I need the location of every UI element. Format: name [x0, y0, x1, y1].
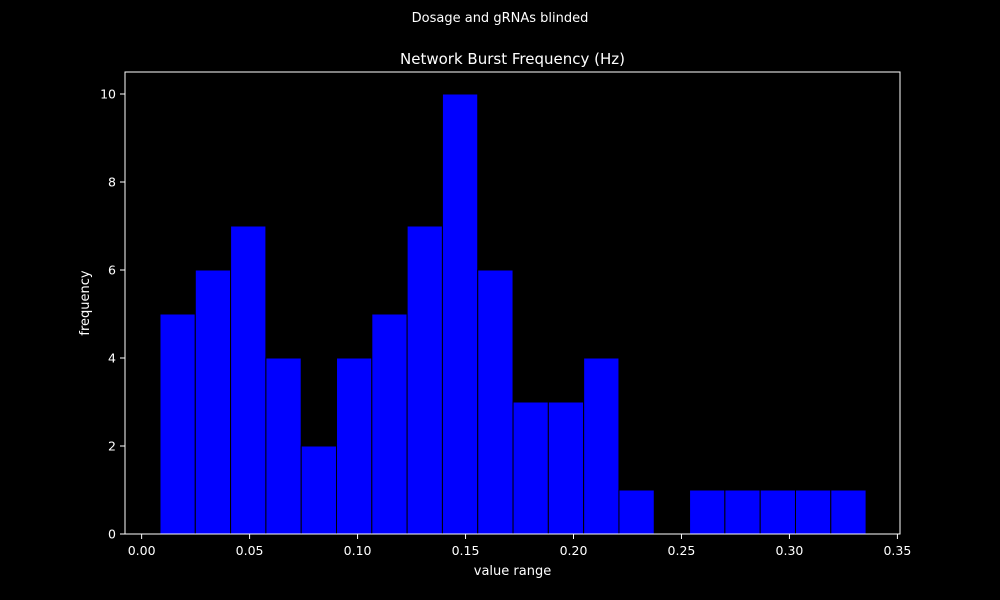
- x-tick-label: 0.15: [452, 543, 480, 558]
- histogram-bar: [230, 225, 267, 535]
- histogram-bar: [441, 93, 479, 535]
- histogram-bar: [265, 357, 302, 535]
- histogram-bar: [371, 313, 408, 535]
- y-tick-label: 4: [108, 351, 116, 366]
- histogram-bar: [406, 225, 443, 535]
- histogram-bar: [477, 269, 514, 535]
- histogram-bar: [547, 401, 585, 535]
- x-tick-label: 0.20: [560, 543, 588, 558]
- x-tick-label: 0.25: [668, 543, 696, 558]
- x-tick-label: 0.35: [883, 543, 911, 558]
- x-axis-label: value range: [474, 564, 551, 579]
- y-axis-ticks: 0 2 4 6 8 10: [100, 87, 125, 542]
- histogram-bar: [830, 489, 867, 535]
- x-tick-label: 0.05: [236, 543, 264, 558]
- x-tick-label: 0.00: [128, 543, 156, 558]
- bars: [159, 93, 867, 535]
- histogram-bar: [724, 489, 761, 535]
- figure-suptitle: Dosage and gRNAs blinded: [412, 11, 589, 26]
- histogram-bar: [512, 401, 549, 535]
- x-tick-label: 0.30: [776, 543, 804, 558]
- chart-title: Network Burst Frequency (Hz): [400, 50, 625, 68]
- y-axis-label: frequency: [78, 270, 93, 336]
- x-axis-ticks: 0.00 0.05 0.10 0.15 0.20 0.25 0.30 0.35: [128, 534, 911, 558]
- plot-frame: [124, 71, 901, 535]
- histogram-bar: [759, 489, 796, 535]
- y-tick-label: 0: [108, 527, 116, 542]
- histogram-bar: [159, 313, 196, 535]
- histogram-bar: [336, 357, 373, 535]
- histogram-bar: [194, 269, 232, 535]
- histogram-bar: [583, 357, 620, 535]
- histogram-bar: [618, 489, 655, 535]
- y-tick-label: 8: [108, 175, 116, 190]
- histogram-bar: [300, 445, 338, 535]
- y-tick-label: 10: [100, 87, 116, 102]
- y-tick-label: 6: [108, 263, 116, 278]
- histogram-bar: [794, 489, 832, 535]
- x-tick-label: 0.10: [344, 543, 372, 558]
- y-tick-label: 2: [108, 439, 116, 454]
- histogram-bar: [689, 489, 726, 535]
